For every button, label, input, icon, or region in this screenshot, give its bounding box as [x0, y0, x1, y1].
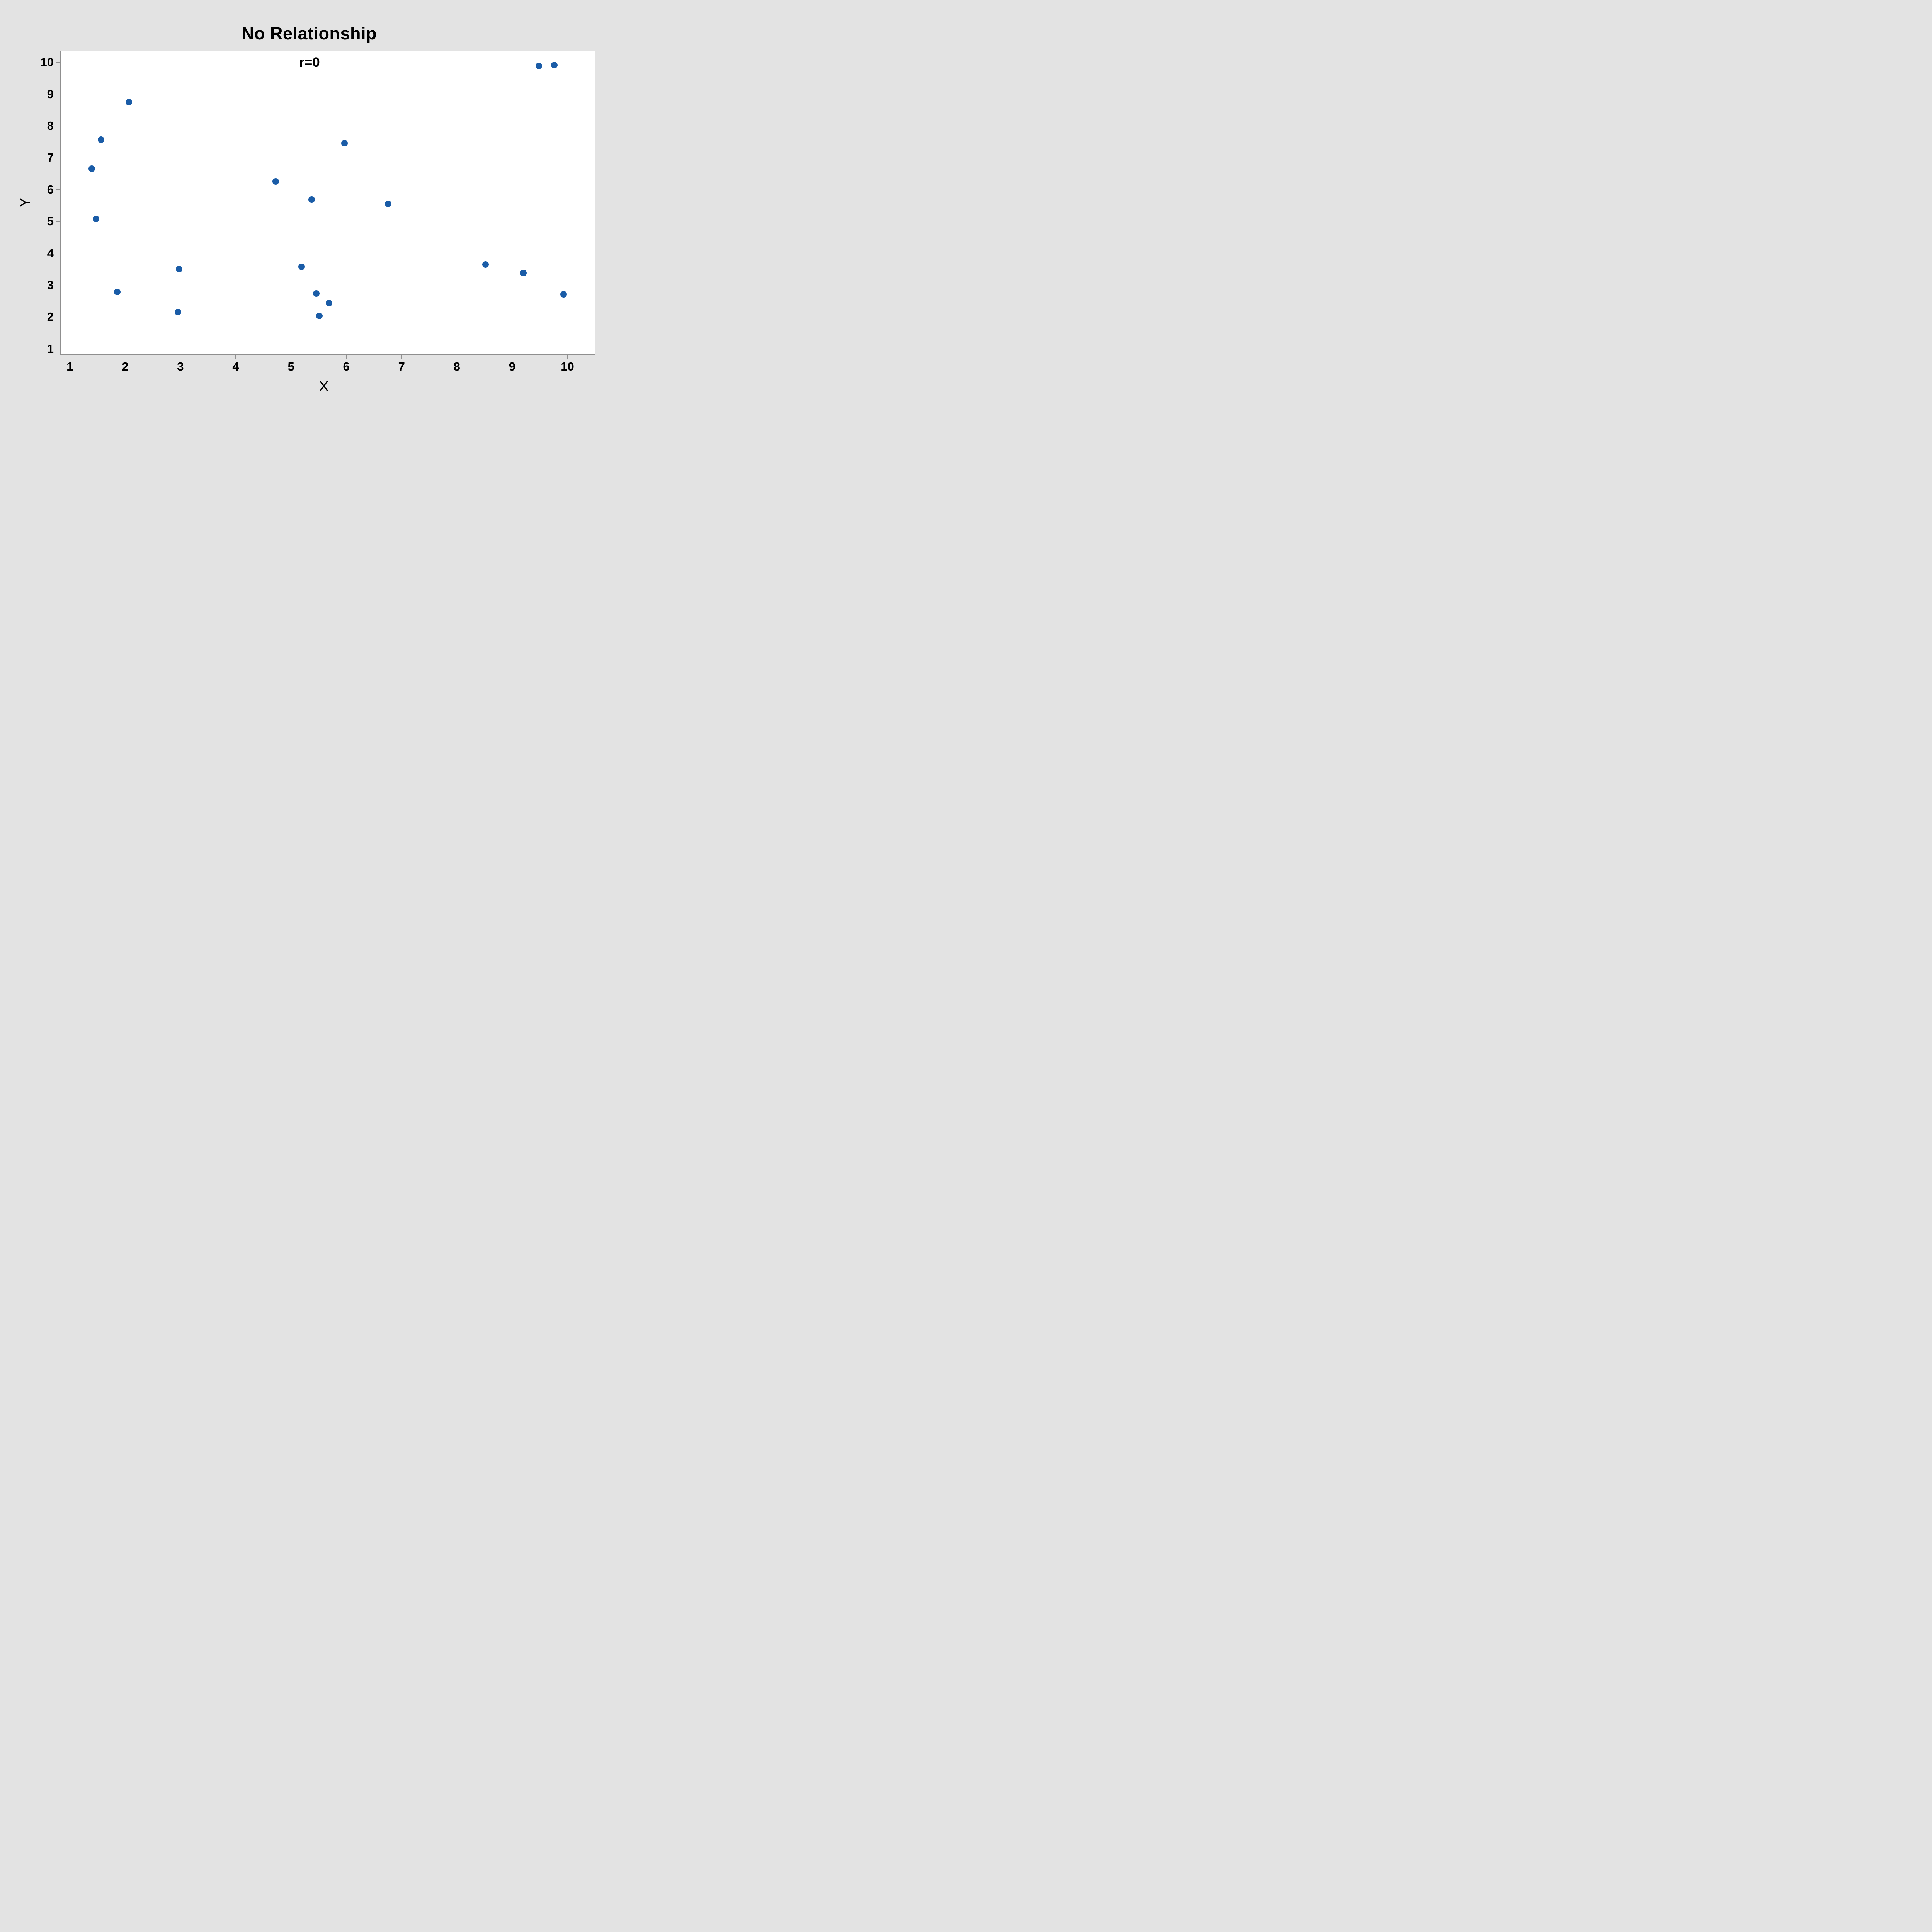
x-tick-label: 4	[232, 360, 239, 373]
y-tick-label: 5	[47, 214, 54, 228]
y-axis-tick	[56, 221, 60, 222]
chart-title: No Relationship	[241, 24, 377, 43]
x-tick-label: 3	[177, 360, 184, 373]
data-point	[341, 139, 348, 146]
x-axis-tick	[346, 355, 347, 359]
data-point	[174, 309, 181, 316]
y-tick-label: 1	[47, 342, 54, 355]
y-tick-label: 8	[47, 119, 54, 133]
x-axis-tick	[235, 355, 236, 359]
data-point	[298, 264, 305, 270]
data-point	[125, 99, 132, 105]
y-axis-tick	[56, 189, 60, 190]
y-tick-label: 9	[47, 87, 54, 101]
x-tick-label: 10	[561, 360, 574, 373]
chart-canvas: No Relationship r=0 1 2 3 4 5 6 7 8 9 10 1 2 3 4 5 6 7 8 9…	[0, 0, 618, 412]
x-axis-tick	[401, 355, 402, 359]
x-tick-label: 9	[509, 360, 515, 373]
x-tick-label: 8	[453, 360, 460, 373]
y-tick-label: 4	[47, 246, 54, 260]
x-tick-label: 2	[122, 360, 129, 373]
data-point	[308, 196, 315, 203]
y-tick-label: 6	[47, 182, 54, 196]
data-point	[560, 291, 567, 298]
data-point	[114, 288, 121, 295]
correlation-annotation: r=0	[299, 55, 320, 70]
y-axis-title: Y	[17, 197, 34, 207]
data-point	[272, 178, 279, 185]
x-tick-label: 1	[66, 360, 73, 373]
data-point	[385, 200, 392, 207]
data-point	[551, 61, 558, 68]
plot-area: r=0	[60, 51, 595, 355]
x-tick-label: 5	[287, 360, 294, 373]
data-point	[175, 265, 182, 272]
y-tick-label: 10	[40, 55, 54, 69]
x-tick-label: 7	[398, 360, 405, 373]
x-axis-title: X	[319, 378, 329, 395]
y-tick-label: 3	[47, 278, 54, 292]
x-tick-label: 6	[343, 360, 350, 373]
y-tick-label: 7	[47, 151, 54, 165]
data-point	[98, 136, 105, 143]
data-point	[88, 165, 95, 172]
data-point	[313, 290, 320, 297]
data-point	[482, 261, 489, 268]
data-point	[326, 299, 333, 306]
data-point	[93, 215, 100, 222]
data-point	[536, 63, 543, 70]
y-axis-tick	[56, 62, 60, 63]
data-point	[316, 312, 323, 319]
y-tick-label: 2	[47, 310, 54, 324]
data-point	[520, 270, 527, 277]
x-axis-tick	[567, 355, 568, 359]
